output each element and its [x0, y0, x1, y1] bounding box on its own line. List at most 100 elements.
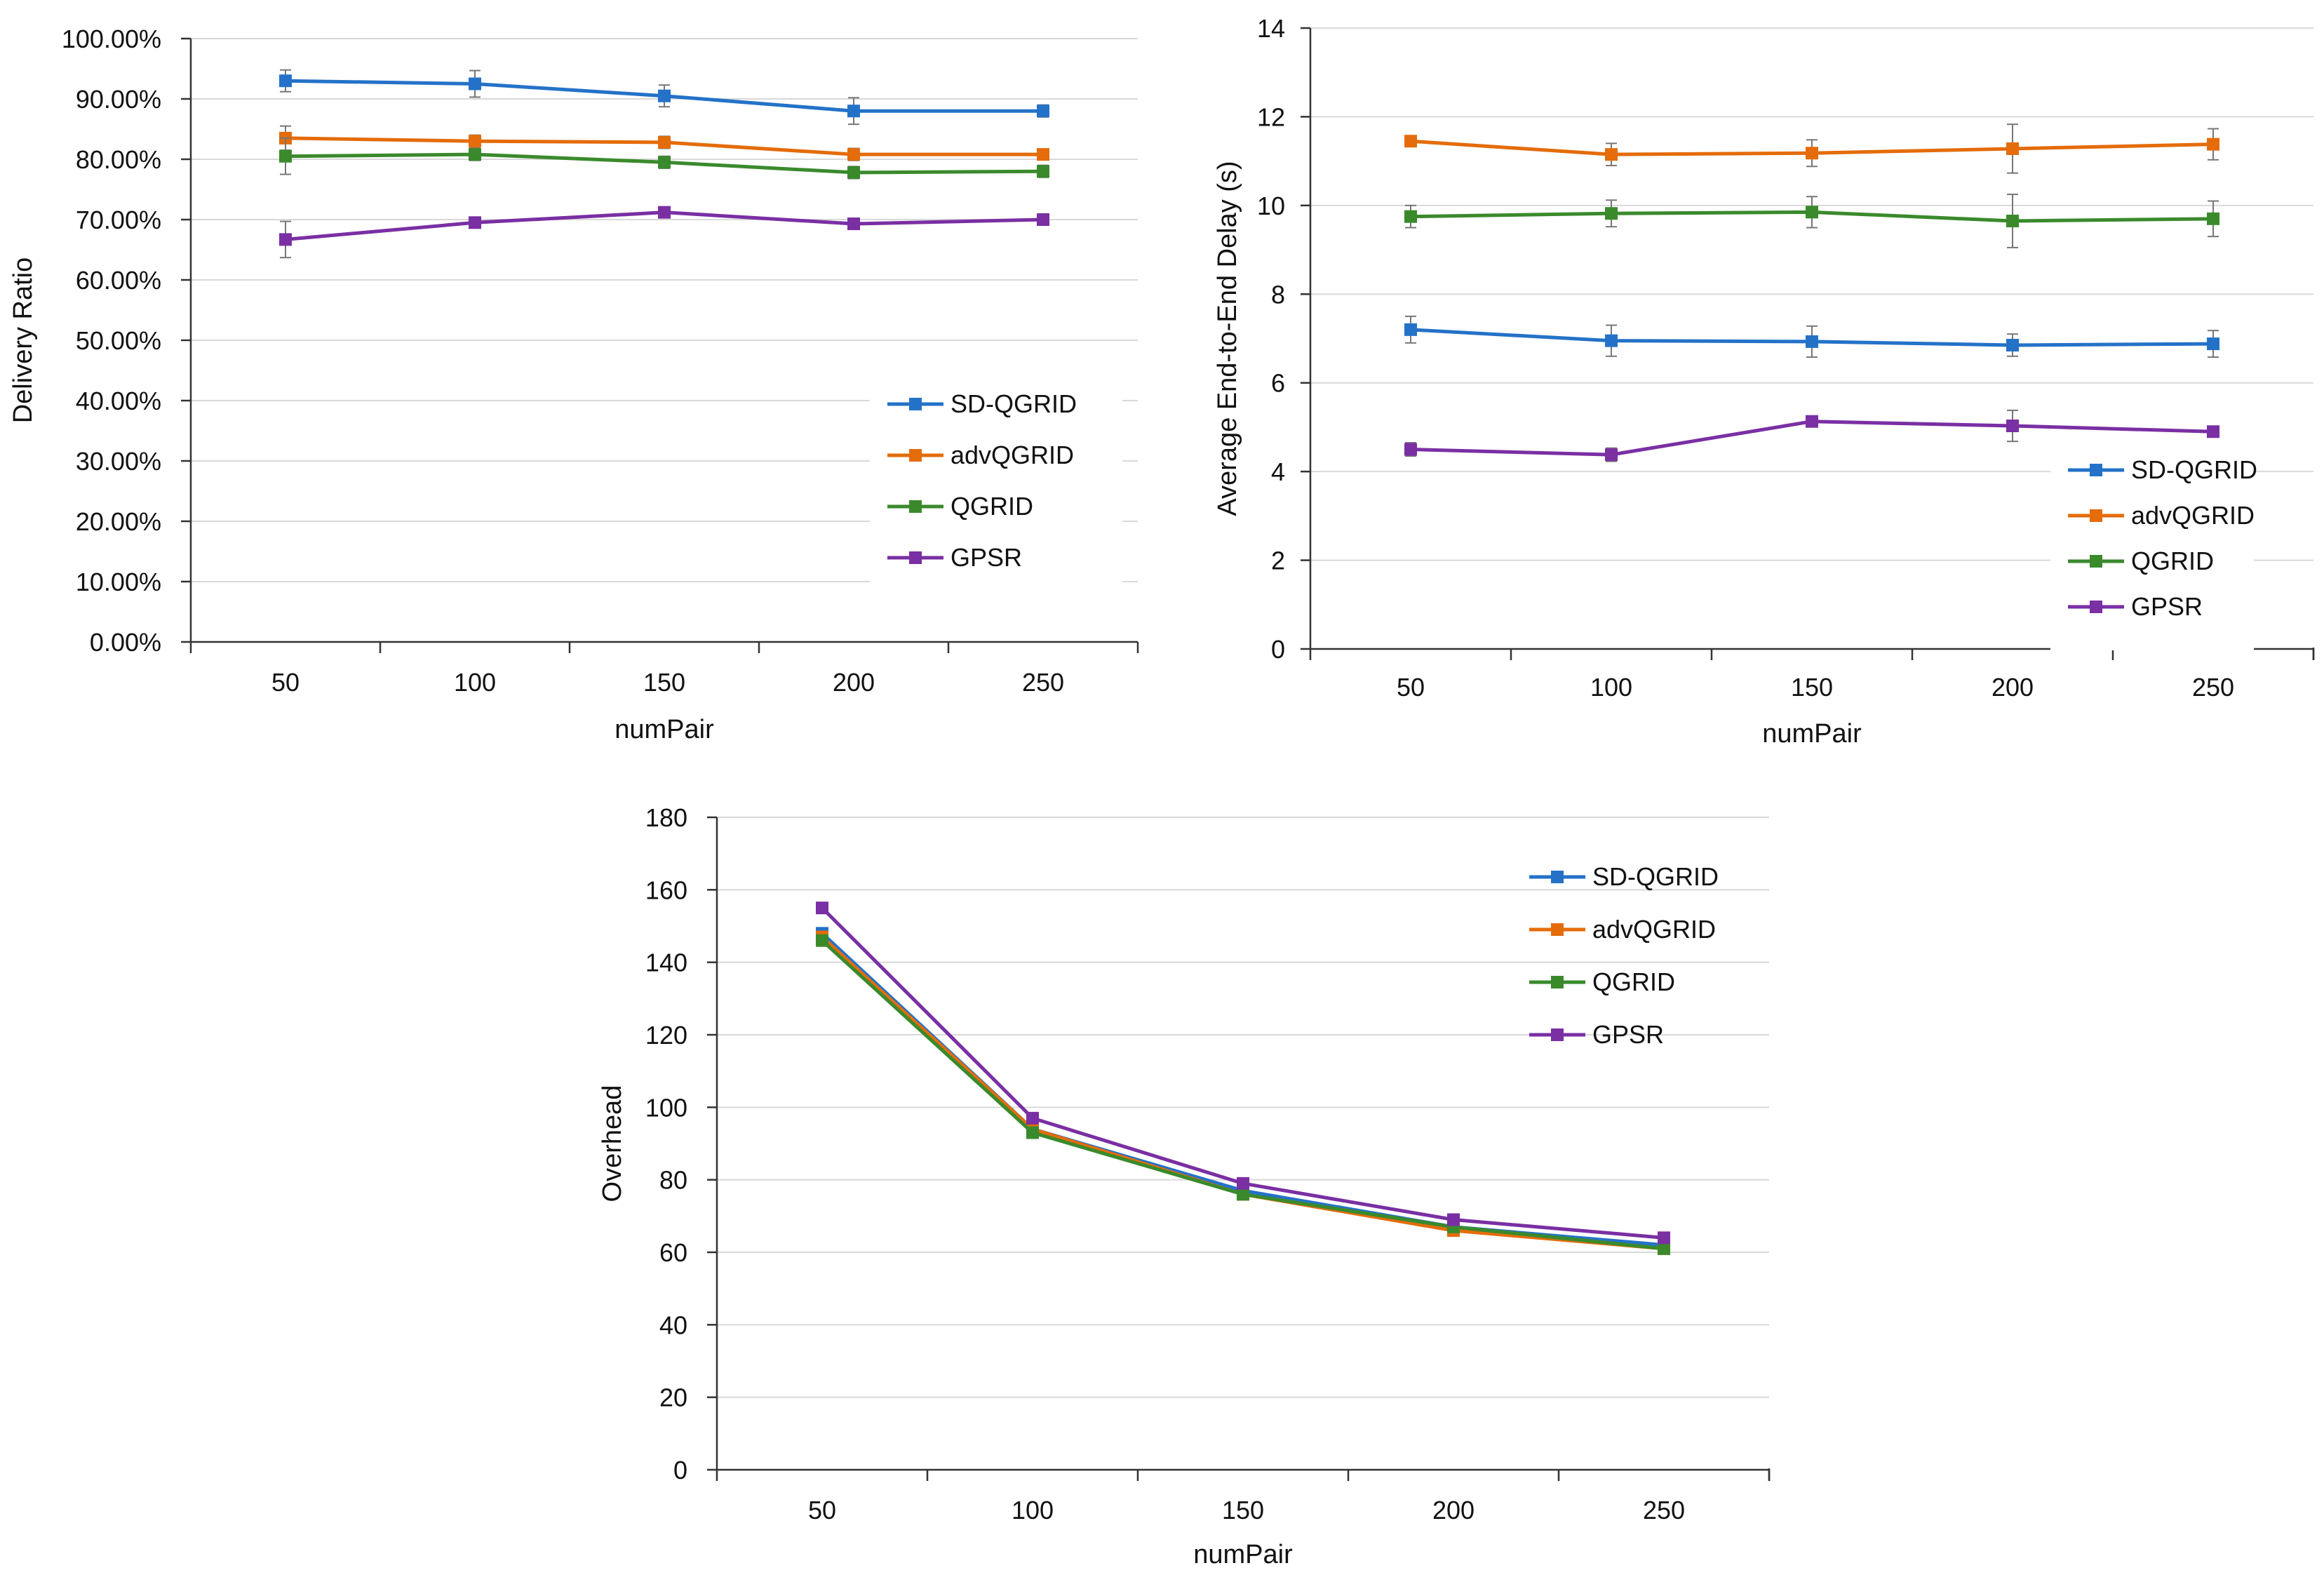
y-tick-label: 0.00%	[90, 628, 161, 657]
data-point	[1037, 105, 1049, 118]
y-tick-label: 0	[673, 1456, 687, 1484]
data-point	[2207, 425, 2219, 438]
y-tick-label: 90.00%	[76, 85, 161, 114]
legend: SD-QGRID advQGRID QGRID GPSR	[870, 381, 1122, 607]
x-axis-label: numPair	[614, 715, 714, 744]
legend-item-advqgrid: advQGRID	[1529, 915, 1716, 944]
data-point	[1237, 1177, 1249, 1190]
delivery-ratio-chart: 0.00% 10.00% 20.00% 30.00% 40.00% 50.00% 60.00…	[8, 25, 1139, 744]
data-point	[1026, 1126, 1039, 1139]
y-axis-label: Overhead	[598, 1085, 627, 1202]
legend-item-qgrid: QGRID	[2068, 547, 2214, 575]
legend-item-advqgrid: advQGRID	[2068, 501, 2255, 530]
series-sd-qgrid	[816, 927, 1670, 1252]
legend-item-qgrid: QGRID	[1529, 967, 1675, 996]
data-point	[1037, 165, 1049, 178]
x-tick-label: 100	[1590, 673, 1632, 702]
data-point	[816, 934, 828, 947]
y-tick-label: 120	[645, 1021, 687, 1050]
data-point	[2207, 337, 2219, 351]
data-point	[658, 156, 671, 169]
legend-label: SD-QGRID	[2131, 455, 2257, 484]
y-tick-label: 40	[659, 1311, 687, 1339]
legend-label: advQGRID	[1592, 915, 1716, 944]
legend-item-sd-qgrid: SD-QGRID	[887, 389, 1077, 418]
data-point	[658, 135, 671, 149]
data-point	[1037, 213, 1049, 226]
x-tick-label: 250	[1022, 668, 1064, 697]
legend-item-gpsr: GPSR	[2068, 592, 2203, 621]
data-point	[1806, 415, 1818, 428]
legend-label: SD-QGRID	[1592, 862, 1719, 891]
data-point	[279, 149, 292, 163]
legend-background	[870, 381, 1122, 607]
data-point	[469, 77, 481, 91]
y-tick-label: 8	[1271, 280, 1285, 309]
overhead-chart: 0 20 40 60 80 100 120 140 160 180 50 100 150 200 250 nu…	[598, 803, 1771, 1569]
y-tick-label: 80	[659, 1166, 687, 1195]
data-point	[658, 89, 671, 102]
series-line	[821, 939, 1665, 1251]
y-tick-label: 4	[1271, 457, 1285, 486]
y-tick-label: 30.00%	[76, 447, 161, 476]
series-qgrid	[1404, 194, 2219, 248]
legend: SD-QGRID advQGRID QGRID GPSR	[1529, 862, 1719, 1049]
data-point	[1806, 206, 1818, 219]
x-tick-label: 200	[1991, 673, 2034, 702]
data-point	[1026, 1111, 1039, 1125]
legend-label: GPSR	[2131, 592, 2203, 621]
y-tick-label: 140	[645, 949, 687, 977]
y-tick-label: 160	[645, 876, 687, 904]
legend: SD-QGRID advQGRID QGRID GPSR	[2050, 447, 2257, 650]
y-tick-label: 100	[645, 1093, 687, 1122]
x-tick-label: 50	[271, 668, 300, 697]
data-point	[1447, 1213, 1460, 1226]
series-advqgrid	[816, 930, 1670, 1255]
legend-background	[2050, 447, 2254, 650]
x-tick-label: 50	[1397, 673, 1425, 702]
data-point	[1806, 335, 1818, 348]
data-point	[1605, 448, 1618, 462]
data-point	[469, 135, 481, 148]
legend-label: QGRID	[1592, 967, 1675, 996]
x-tick-label: 150	[1791, 673, 1833, 702]
x-axis-label: numPair	[1762, 719, 1862, 749]
y-tick-label: 6	[1271, 369, 1285, 398]
data-point	[816, 902, 828, 915]
data-point	[1806, 147, 1818, 160]
x-tick-label: 150	[643, 668, 685, 697]
data-point	[2207, 212, 2219, 225]
y-tick-label: 100.00%	[62, 25, 161, 53]
y-tick-label: 20.00%	[76, 507, 161, 536]
x-tick-label: 50	[808, 1496, 836, 1524]
y-tick-label: 80.00%	[76, 145, 161, 174]
data-point	[847, 217, 860, 231]
data-point	[2207, 138, 2219, 151]
data-point	[1658, 1231, 1670, 1245]
series-gpsr	[1404, 409, 2219, 462]
x-tick-label: 200	[833, 668, 875, 697]
data-point	[469, 148, 481, 161]
y-axis-label: Delivery Ratio	[8, 257, 38, 424]
y-tick-label: 70.00%	[76, 206, 161, 234]
data-point	[1237, 1188, 1249, 1201]
legend-item-gpsr: GPSR	[1529, 1020, 1664, 1049]
y-tick-label: 12	[1257, 102, 1285, 131]
y-tick-label: 60	[659, 1238, 687, 1267]
data-point	[1037, 148, 1049, 161]
data-point	[2006, 338, 2019, 351]
data-point	[1404, 135, 1417, 148]
y-tick-label: 40.00%	[76, 387, 161, 415]
legend-label: advQGRID	[2131, 501, 2255, 530]
series-gpsr	[279, 206, 1049, 259]
data-point	[658, 206, 671, 219]
legend-label: QGRID	[951, 492, 1033, 521]
y-axis-label: Average End-to-End Delay (s)	[1213, 161, 1242, 516]
legend-item-sd-qgrid: SD-QGRID	[1529, 862, 1719, 891]
legend-item-sd-qgrid: SD-QGRID	[2068, 455, 2257, 484]
x-axis-label: numPair	[1193, 1540, 1293, 1569]
y-tick-label: 10	[1257, 192, 1285, 220]
legend-label: SD-QGRID	[951, 389, 1077, 418]
data-point	[1658, 1242, 1670, 1255]
